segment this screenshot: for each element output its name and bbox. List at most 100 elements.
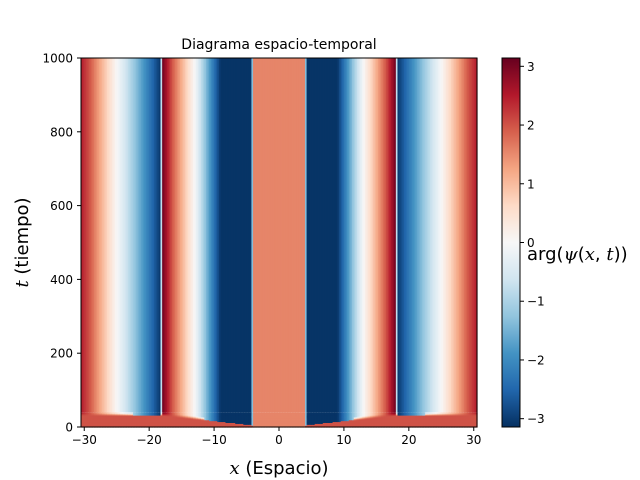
heatmap-cell: [154, 58, 157, 413]
heatmap-cell: [115, 413, 118, 415]
heatmap-cell: [141, 423, 144, 425]
heatmap-cell: [160, 419, 163, 422]
heatmap-cell: [386, 422, 389, 424]
heatmap-cell: [158, 414, 162, 416]
heatmap-cell: [368, 415, 371, 418]
heatmap-cell: [455, 419, 459, 422]
heatmap-cell: [217, 423, 220, 425]
heatmap-cell: [384, 415, 387, 418]
heatmap-cell: [329, 418, 332, 421]
heatmap-cell: [168, 415, 171, 417]
heatmap-cell: [134, 423, 137, 425]
heatmap-cell: [93, 423, 97, 425]
heatmap-cell: [334, 58, 337, 413]
heatmap-cell: [145, 421, 149, 423]
heatmap-cell: [262, 421, 265, 423]
heatmap-cell: [342, 421, 345, 423]
heatmap-cell: [431, 415, 434, 418]
heatmap-cell: [259, 415, 262, 417]
heatmap-cell: [137, 417, 141, 420]
heatmap-cell: [285, 418, 288, 421]
heatmap-cell: [137, 419, 141, 422]
heatmap-cell: [119, 58, 123, 413]
heatmap-cell: [447, 424, 451, 426]
heatmap-cell: [158, 420, 162, 423]
heatmap-cell: [301, 415, 304, 417]
heatmap-cell: [413, 415, 416, 417]
heatmap-cell: [326, 422, 329, 424]
heatmap-cell: [317, 58, 321, 413]
heatmap-cell: [145, 424, 149, 426]
heatmap-cell: [147, 424, 150, 426]
heatmap-cell: [222, 424, 225, 426]
heatmap-cell: [132, 423, 136, 425]
heatmap-cell: [374, 412, 377, 414]
heatmap-cell: [220, 415, 223, 418]
heatmap-cell: [246, 424, 249, 426]
heatmap-cell: [103, 424, 106, 426]
heatmap-cell: [175, 425, 178, 427]
heatmap-cell: [293, 420, 296, 423]
heatmap-cell: [472, 420, 475, 423]
heatmap-cell: [207, 414, 210, 416]
heatmap-cell: [308, 422, 311, 424]
heatmap-cell: [142, 412, 145, 414]
heatmap-cell: [110, 419, 113, 422]
heatmap-cell: [451, 424, 454, 426]
heatmap-cell: [118, 425, 121, 427]
heatmap-cell: [392, 416, 395, 419]
heatmap-cell: [360, 412, 363, 414]
heatmap-cell: [447, 418, 451, 421]
heatmap-cell: [228, 416, 231, 419]
heatmap-cell: [322, 415, 326, 418]
heatmap-cell: [181, 412, 184, 414]
heatmap-cell: [459, 424, 462, 426]
heatmap-cell: [170, 421, 173, 423]
heatmap-cell: [415, 425, 418, 427]
heatmap-cell: [321, 417, 324, 420]
heatmap-cell: [376, 58, 379, 413]
heatmap-cell: [287, 419, 290, 422]
heatmap-cell: [348, 423, 352, 425]
heatmap-cell: [420, 413, 423, 415]
heatmap-cell: [149, 415, 152, 417]
x-axis: −30 −20 −10 0 10 20 30: [72, 427, 481, 447]
heatmap-cell: [291, 423, 295, 425]
heatmap-cell: [438, 421, 441, 423]
heatmap-cell: [222, 423, 225, 425]
heatmap-cell: [394, 413, 397, 415]
heatmap-cell: [287, 421, 290, 423]
heatmap-cell: [267, 415, 270, 418]
heatmap-cell: [402, 417, 405, 420]
heatmap-cell: [155, 422, 158, 424]
heatmap-cell: [314, 412, 317, 414]
heatmap-cell: [426, 416, 429, 419]
heatmap-cell: [324, 415, 327, 418]
heatmap-cell: [340, 416, 343, 419]
heatmap-cell: [254, 421, 257, 423]
heatmap-cell: [415, 415, 418, 417]
heatmap-cell: [136, 417, 139, 420]
heatmap-cell: [246, 422, 249, 424]
heatmap-cell: [374, 413, 377, 415]
heatmap-cell: [347, 421, 350, 423]
heatmap-cell: [186, 416, 189, 419]
heatmap-cell: [102, 58, 105, 413]
heatmap-cell: [240, 421, 243, 423]
heatmap-cell: [102, 418, 105, 421]
heatmap-cell: [105, 412, 108, 414]
heatmap-cell: [192, 58, 196, 413]
heatmap-cell: [264, 413, 267, 415]
heatmap-cell: [202, 422, 205, 424]
heatmap-cell: [296, 416, 300, 419]
heatmap-cell: [321, 424, 324, 426]
heatmap-cell: [368, 415, 371, 417]
heatmap-cell: [170, 416, 173, 419]
heatmap-cell: [249, 419, 253, 422]
heatmap-cell: [384, 422, 387, 424]
heatmap-cell: [429, 415, 433, 418]
heatmap-cell: [306, 423, 309, 425]
heatmap-cell: [420, 422, 423, 424]
heatmap-cell: [376, 423, 379, 425]
heatmap-cell: [389, 421, 392, 423]
